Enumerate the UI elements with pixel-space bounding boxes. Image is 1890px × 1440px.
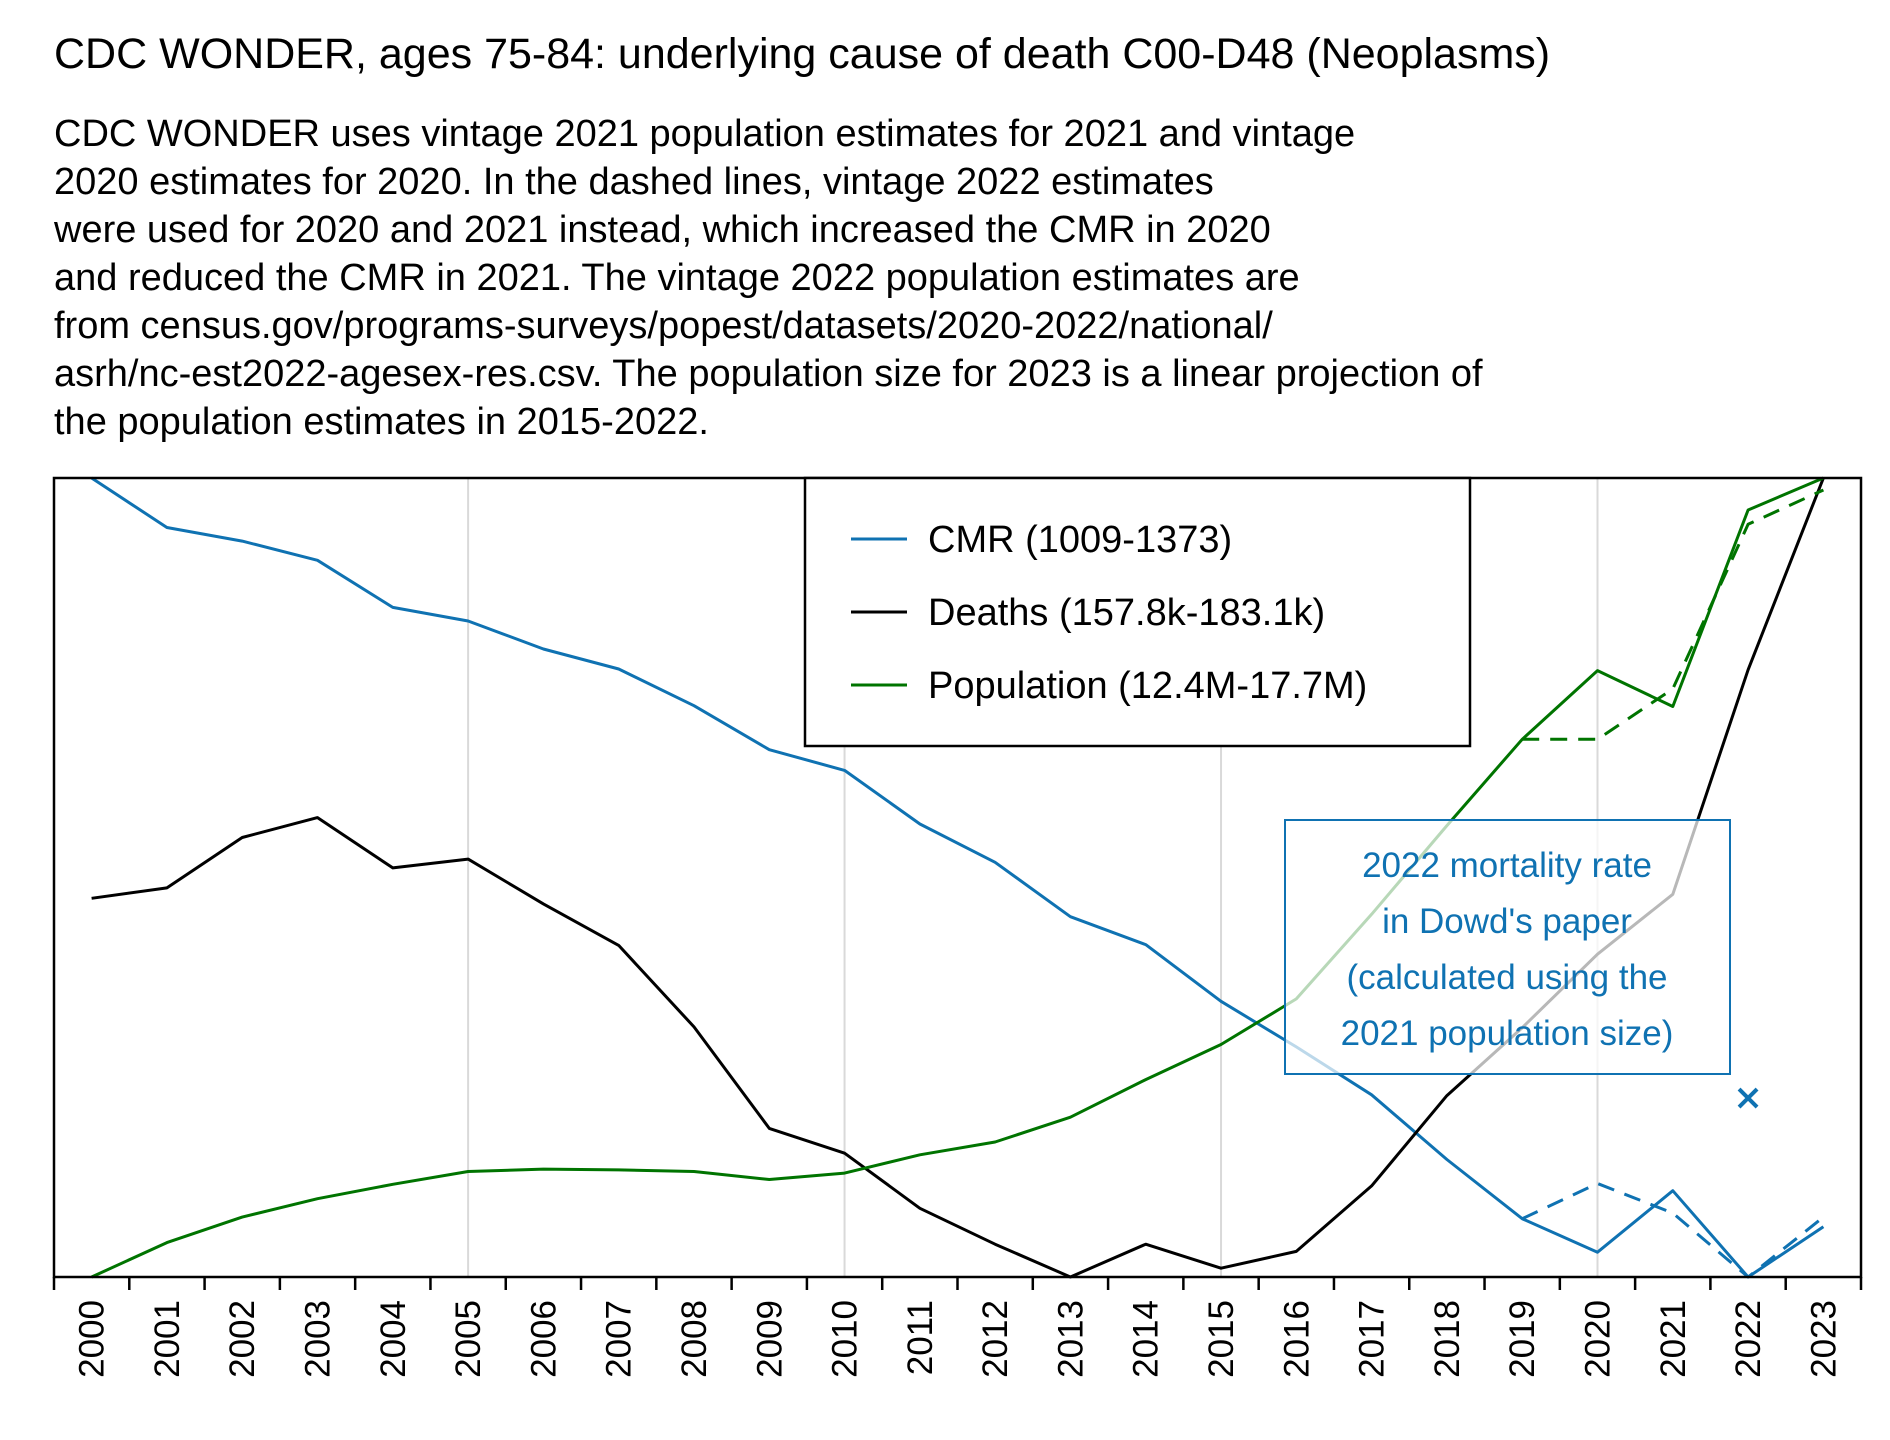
x-tick-label: 2009 <box>750 1300 789 1378</box>
legend-label-deaths: Deaths (157.8k-183.1k) <box>928 592 1325 634</box>
x-tick-label: 2012 <box>976 1300 1015 1378</box>
x-tick-label: 2007 <box>600 1300 639 1378</box>
x-tick-label: 2019 <box>1503 1300 1542 1378</box>
markers <box>1737 1087 1759 1109</box>
x-tick-label: 2013 <box>1051 1300 1090 1378</box>
x-tick-label: 2022 <box>1729 1300 1768 1378</box>
annotation-box: 2022 mortality rate in Dowd's paper (cal… <box>1284 819 1731 1075</box>
legend-frame <box>803 476 1472 748</box>
x-tick-label: 2023 <box>1804 1300 1843 1378</box>
legend-label-cmr: CMR (1009-1373) <box>928 519 1232 561</box>
annotation-line: in Dowd's paper <box>1382 902 1632 941</box>
x-tick-label: 2020 <box>1578 1300 1617 1378</box>
x-axis: 2000 2001 2002 2003 2004 2005 2006 2007 2008 2009… <box>52 1277 1863 1378</box>
x-tick-label: 2011 <box>901 1300 940 1375</box>
annotation-frame <box>1284 819 1731 1075</box>
subtitle-line: CDC WONDER uses vintage 2021 population … <box>54 113 1356 155</box>
x-tick-label: 2002 <box>223 1300 262 1378</box>
x-tick-label: 2008 <box>675 1300 714 1378</box>
subtitle-line: 2020 estimates for 2020. In the dashed l… <box>54 161 1214 203</box>
x-tick-label: 2015 <box>1202 1300 1241 1378</box>
legend: CMR (1009-1373) Deaths (157.8k-183.1k) P… <box>803 476 1472 748</box>
x-tick-label: 2017 <box>1353 1300 1392 1378</box>
x-tick-label: 2000 <box>73 1300 112 1378</box>
x-tick-label: 2018 <box>1428 1300 1467 1378</box>
x-marker <box>1737 1087 1759 1109</box>
x-tick-label: 2004 <box>374 1300 413 1378</box>
subtitle-line: asrh/nc-est2022-agesex-res.csv. The popu… <box>54 353 1483 395</box>
x-tick-label: 2003 <box>299 1300 338 1378</box>
series-line-4 <box>1522 488 1825 741</box>
x-tick-label: 2010 <box>826 1300 865 1378</box>
x-tick-label: 2006 <box>524 1300 563 1378</box>
chart-title: CDC WONDER, ages 75-84: underlying cause… <box>54 30 1551 78</box>
subtitle-line: were used for 2020 and 2021 instead, whi… <box>54 209 1271 251</box>
subtitle-line: the population estimates in 2015-2022. <box>54 401 709 443</box>
x-tick-label: 2014 <box>1127 1300 1166 1378</box>
series-line-2 <box>90 476 1824 1279</box>
subtitle-line: and reduced the CMR in 2021. The vintage… <box>54 257 1300 299</box>
x-tick-label: 2005 <box>449 1300 488 1378</box>
annotation-line: (calculated using the <box>1346 958 1667 997</box>
subtitle-line: from census.gov/programs-surveys/popest/… <box>54 305 1273 347</box>
chart-subtitle: CDC WONDER uses vintage 2021 population … <box>54 110 1483 446</box>
legend-label-population: Population (12.4M-17.7M) <box>928 665 1367 707</box>
x-tick-label: 2016 <box>1277 1300 1316 1378</box>
series-line-3 <box>1521 1182 1825 1279</box>
x-tick-label: 2021 <box>1654 1300 1693 1378</box>
annotation-line: 2022 mortality rate <box>1362 846 1652 885</box>
annotation-line: 2021 population size) <box>1341 1014 1674 1053</box>
series-line-0 <box>90 476 1825 1279</box>
x-tick-label: 2001 <box>148 1300 187 1378</box>
